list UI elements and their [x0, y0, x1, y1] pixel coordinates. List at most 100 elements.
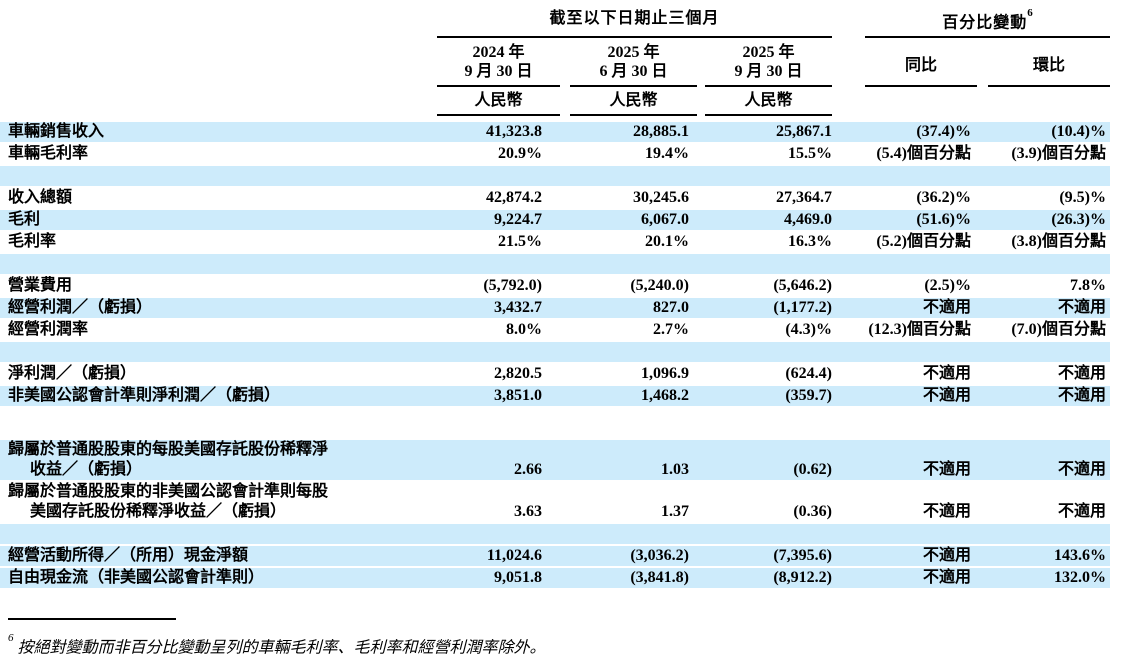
cell-value: 827.0	[653, 299, 689, 317]
cell-value: (0.62)	[793, 461, 832, 479]
row-label-line: 毛利率	[8, 233, 57, 251]
cell-value: 1,468.2	[641, 387, 689, 405]
row-label-line: 淨利潤／（虧損）	[8, 365, 137, 383]
cell-value: (2.5)%	[924, 277, 971, 295]
cell-value: (5.2)個百分點	[876, 233, 971, 251]
cell-value: 20.9%	[498, 145, 542, 163]
row-label: 經營利潤／（虧損）	[0, 298, 437, 318]
cell-value: 不適用	[1057, 387, 1106, 405]
cell-value: 1.03	[661, 461, 689, 479]
cell-value: (5.4)個百分點	[876, 145, 971, 163]
date-year: 2024 年	[472, 44, 525, 62]
date-day: 9 月 30 日	[734, 63, 803, 81]
table-row: 車輛毛利率 20.9% 19.4% 15.5% (5.4)個百分點 (3.9)個百分點	[0, 144, 1110, 167]
cell-value: 9,224.7	[494, 211, 542, 229]
cell-value: 16.3%	[788, 233, 832, 251]
date-year: 2025 年	[742, 44, 795, 62]
row-label-line: 營業費用	[8, 277, 73, 295]
period-group-label: 截至以下日期止三個月	[549, 10, 720, 27]
cell-value: (3,036.2)	[630, 547, 689, 565]
cell-value: 8.0%	[506, 321, 542, 339]
row-label-line: 歸屬於普通股股東的每股美國存託股份稀釋淨	[8, 441, 329, 459]
column-header-date: 2025 年 6 月 30 日	[570, 40, 697, 88]
table-currency-row: 人民幣 人民幣 人民幣	[0, 89, 1110, 117]
cell-value: (51.6)%	[916, 211, 971, 229]
cell-value: (3.8)個百分點	[1011, 233, 1106, 251]
cell-value: 4,469.0	[784, 211, 832, 229]
row-label: 歸屬於普通股股東的非美國公認會計準則每股美國存託股份稀釋淨收益／（虧損）	[0, 482, 437, 522]
cell-value: 不適用	[922, 503, 971, 521]
currency-label: 人民幣	[570, 89, 697, 117]
cell-value: 6,067.0	[641, 211, 689, 229]
cell-value: 30,245.6	[633, 189, 689, 207]
table-row: 營業費用 (5,792.0) (5,240.0) (5,646.2) (2.5)% 7.8…	[0, 276, 1110, 299]
table-row: 自由現金流（非美國公認會計準則） 9,051.8 (3,841.8) (8,912.2…	[0, 568, 1110, 591]
cell-value: 143.6%	[1054, 547, 1106, 565]
yoy-label: 同比	[904, 56, 937, 74]
table-body: 車輛銷售收入 41,323.8 28,885.1 25,867.1 (37.4)% (10…	[0, 122, 1110, 591]
currency-label: 人民幣	[437, 89, 560, 117]
currency-label: 人民幣	[705, 89, 832, 117]
footnote-marker: 6	[1027, 7, 1033, 19]
footnote-body: 按絕對變動而非百分比變動呈列的車輛毛利率、毛利率和經營利潤率除外。	[17, 639, 546, 657]
table-row: 淨利潤／（虧損） 2,820.5 1,096.9 (624.4) 不適用 不適用	[0, 364, 1110, 387]
cell-value: 41,323.8	[486, 123, 542, 141]
table-row: 經營利潤／（虧損） 3,432.7 827.0 (1,177.2) 不適用 不適用	[0, 298, 1110, 321]
table-row: 經營活動所得／（所用）現金淨額 11,024.6 (3,036.2) (7,395.6…	[0, 546, 1110, 569]
cell-value: 28,885.1	[633, 123, 689, 141]
cell-value: (10.4)%	[1051, 123, 1106, 141]
row-label-line: 車輛毛利率	[8, 145, 89, 163]
cell-value: 不適用	[922, 569, 971, 587]
cell-value: 不適用	[922, 299, 971, 317]
row-label: 歸屬於普通股股東的每股美國存託股份稀釋淨收益／（虧損）	[0, 440, 437, 480]
cell-value: 7.8%	[1070, 277, 1106, 295]
footnote-marker: 6	[8, 632, 14, 645]
cell-value: 9,051.8	[494, 569, 542, 587]
row-label: 經營利潤率	[0, 320, 437, 340]
cell-value: 不適用	[922, 547, 971, 565]
row-label-line: 車輛銷售收入	[8, 123, 105, 141]
cell-value: 25,867.1	[776, 123, 832, 141]
cell-value: 19.4%	[645, 145, 689, 163]
cell-value: (5,792.0)	[483, 277, 542, 295]
table-row: 非美國公認會計準則淨利潤／（虧損） 3,851.0 1,468.2 (359.7) 不適…	[0, 386, 1110, 409]
spacer-row	[0, 166, 1110, 189]
cell-value: (1,177.2)	[773, 299, 832, 317]
row-label: 營業費用	[0, 276, 437, 296]
row-label-line: 歸屬於普通股股東的非美國公認會計準則每股	[8, 483, 329, 501]
row-label-line: 經營利潤／（虧損）	[8, 299, 153, 317]
cell-value: 3,432.7	[494, 299, 542, 317]
table-header-groups: 截至以下日期止三個月 百分比變動6	[0, 7, 1110, 39]
cell-value: (26.3)%	[1051, 211, 1106, 229]
cell-value: (37.4)%	[916, 123, 971, 141]
row-label-line: 收益／（虧損）	[30, 461, 143, 479]
cell-value: 2.7%	[653, 321, 689, 339]
cell-value: (624.4)	[785, 365, 832, 383]
date-year: 2025 年	[607, 44, 660, 62]
row-label-line: 美國存託股份稀釋淨收益／（虧損）	[30, 503, 287, 521]
table-row: 收入總額 42,874.2 30,245.6 27,364.7 (36.2)% (9.5)…	[0, 188, 1110, 211]
spacer-row	[0, 254, 1110, 277]
cell-value: (12.3)個百分點	[868, 321, 971, 339]
cell-value: (4.3)%	[785, 321, 832, 339]
cell-value: 不適用	[1057, 299, 1106, 317]
date-day: 9 月 30 日	[464, 63, 533, 81]
cell-value: 不適用	[1057, 503, 1106, 521]
cell-value: 2.66	[514, 461, 542, 479]
period-group-header: 截至以下日期止三個月	[437, 8, 832, 39]
cell-value: 27,364.7	[776, 189, 832, 207]
table-row: 歸屬於普通股股東的每股美國存託股份稀釋淨收益／（虧損） 2.66 1.03 (0.62…	[0, 440, 1110, 483]
cell-value: (0.36)	[793, 503, 832, 521]
cell-value: (8,912.2)	[773, 569, 832, 587]
column-header-qoq: 環比	[988, 40, 1110, 88]
cell-value: (5,240.0)	[630, 277, 689, 295]
table-row: 車輛銷售收入 41,323.8 28,885.1 25,867.1 (37.4)% (10…	[0, 122, 1110, 145]
row-label-line: 毛利	[8, 211, 41, 229]
footnote-divider	[8, 618, 176, 621]
cell-value: 1,096.9	[641, 365, 689, 383]
row-label: 車輛銷售收入	[0, 122, 437, 142]
row-label: 車輛毛利率	[0, 144, 437, 164]
row-label: 毛利	[0, 210, 437, 230]
cell-value: 不適用	[922, 461, 971, 479]
